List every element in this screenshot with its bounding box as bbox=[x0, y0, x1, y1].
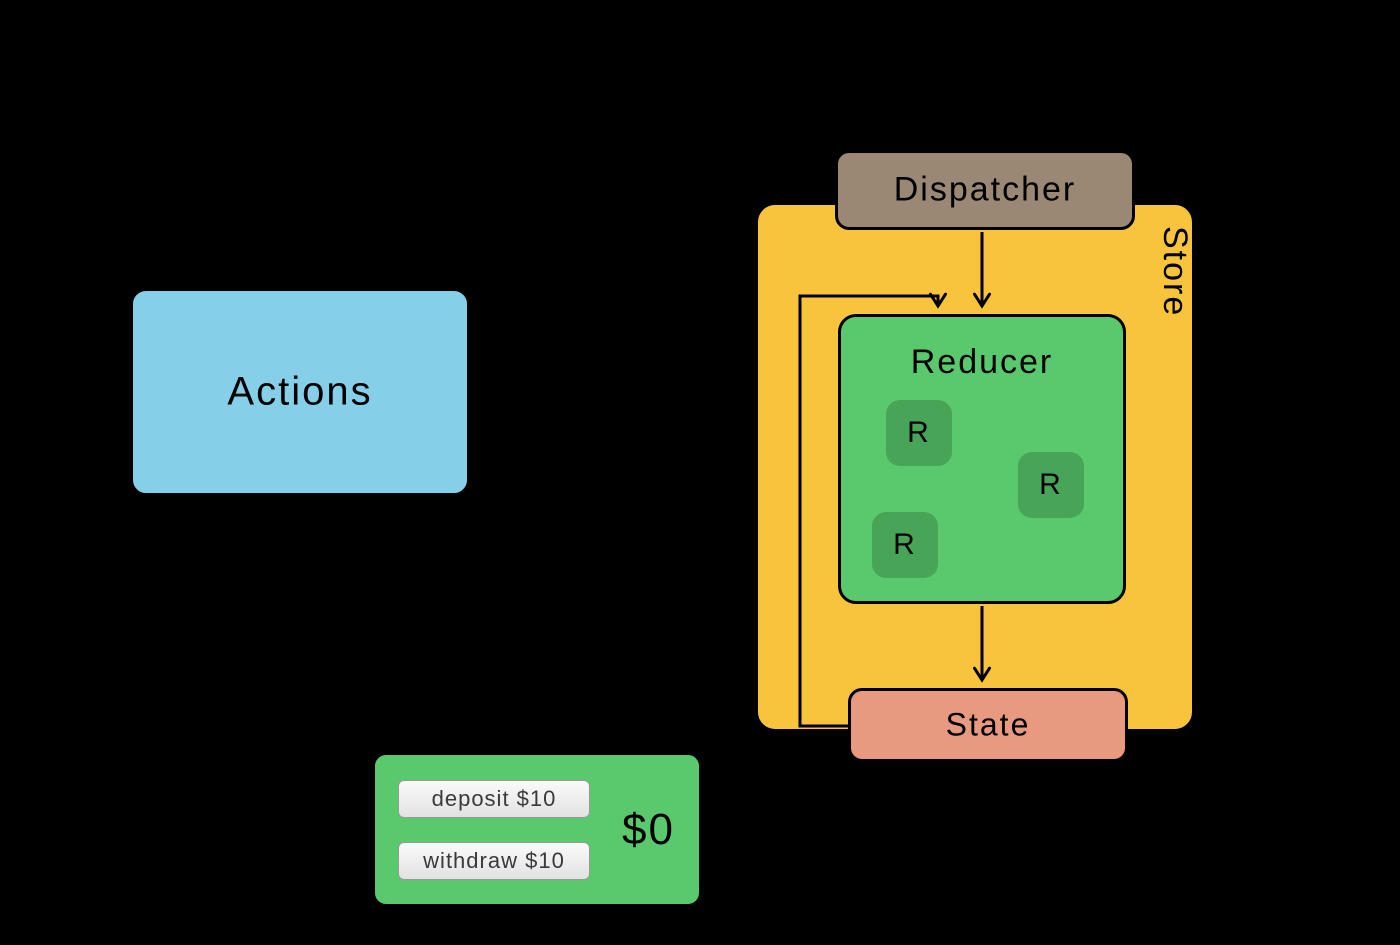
state-box: State bbox=[848, 688, 1128, 762]
reducer-chip: R bbox=[1018, 452, 1084, 518]
dispatcher-box: Dispatcher bbox=[835, 150, 1135, 230]
withdraw-button[interactable]: withdraw $10 bbox=[398, 842, 590, 880]
reducer-label: Reducer bbox=[841, 343, 1123, 382]
reducer-chip: R bbox=[886, 400, 952, 466]
dispatcher-label: Dispatcher bbox=[838, 171, 1132, 210]
state-label: State bbox=[851, 707, 1125, 744]
view-component: $0 bbox=[372, 752, 702, 907]
actions-label: Actions bbox=[133, 370, 467, 415]
deposit-button[interactable]: deposit $10 bbox=[398, 780, 590, 818]
balance-amount: $0 bbox=[622, 805, 675, 855]
store-label: Store bbox=[1155, 226, 1194, 317]
reducer-chip: R bbox=[872, 512, 938, 578]
actions-box: Actions bbox=[130, 288, 470, 496]
